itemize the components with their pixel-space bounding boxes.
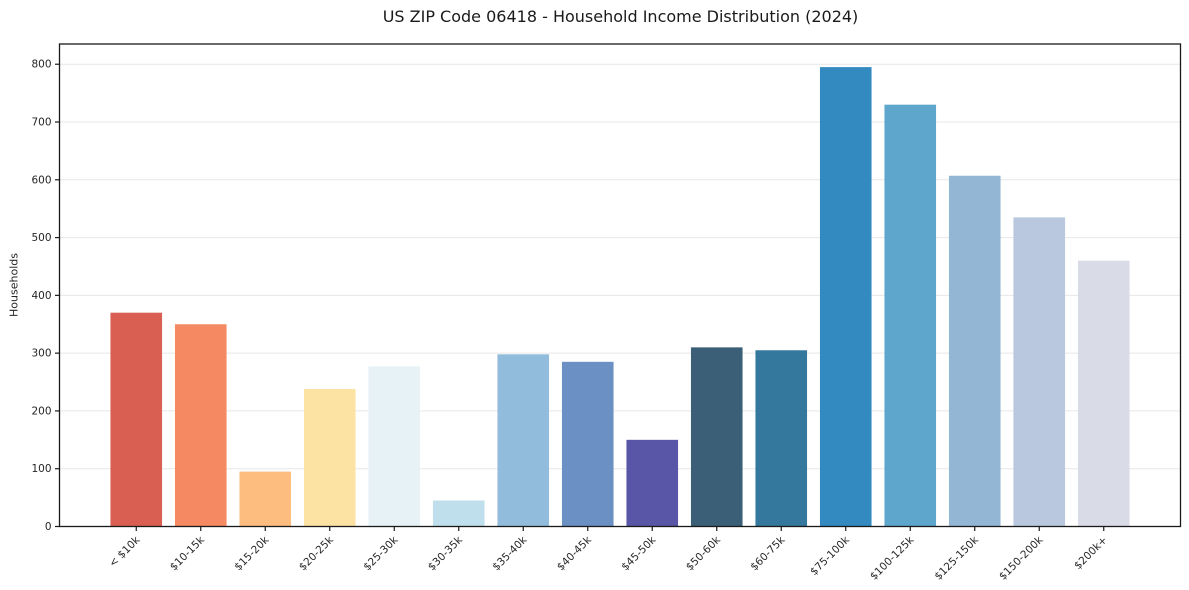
y-tick-label: 800 bbox=[31, 59, 51, 71]
x-tick-label: $20-25k bbox=[297, 533, 337, 573]
y-tick-label: 0 bbox=[45, 521, 52, 533]
bar bbox=[303, 388, 356, 527]
axes-spines bbox=[58, 43, 1182, 528]
bar bbox=[626, 439, 679, 527]
x-tick-label: $200k+ bbox=[1072, 534, 1110, 572]
bar bbox=[110, 312, 163, 527]
bar bbox=[497, 354, 550, 527]
y-tick-label: 600 bbox=[31, 174, 51, 186]
bar bbox=[819, 67, 872, 527]
bar bbox=[561, 361, 614, 527]
y-tick-label: 400 bbox=[31, 290, 51, 302]
bar bbox=[174, 324, 227, 527]
bar bbox=[239, 471, 292, 527]
x-tick-label: $150-200k bbox=[997, 533, 1046, 582]
x-tick-label: $125-150k bbox=[932, 533, 981, 582]
bar bbox=[690, 347, 743, 527]
bar bbox=[884, 104, 937, 527]
chart-title: US ZIP Code 06418 - Household Income Dis… bbox=[382, 7, 859, 26]
bar bbox=[1077, 260, 1130, 527]
x-tick-label: $15-20k bbox=[232, 533, 272, 573]
x-tick-label: < $10k bbox=[107, 533, 143, 569]
x-tick-label: $50-60k bbox=[684, 533, 724, 573]
y-tick-label: 100 bbox=[31, 463, 51, 475]
bar bbox=[755, 350, 808, 527]
y-tick-label: 200 bbox=[31, 405, 51, 417]
bar bbox=[432, 500, 485, 527]
y-tick-label: 300 bbox=[31, 348, 51, 360]
x-tick-label: $25-30k bbox=[361, 533, 401, 573]
bar bbox=[948, 175, 1001, 527]
x-tick-label: $60-75k bbox=[748, 533, 788, 573]
y-axis-label: Households bbox=[7, 253, 21, 317]
y-tick-label: 700 bbox=[31, 117, 51, 129]
x-tick-label: $75-100k bbox=[808, 533, 852, 577]
y-tick-label: 500 bbox=[31, 232, 51, 244]
bar bbox=[368, 366, 421, 527]
x-tick-label: $45-50k bbox=[619, 533, 659, 573]
x-tick-label: $40-45k bbox=[555, 533, 595, 573]
x-tick-label: $100-125k bbox=[868, 533, 917, 582]
bar bbox=[1013, 217, 1066, 527]
x-tick-label: $35-40k bbox=[490, 533, 530, 573]
x-tick-label: $10-15k bbox=[168, 533, 208, 573]
x-tick-label: $30-35k bbox=[426, 533, 466, 573]
